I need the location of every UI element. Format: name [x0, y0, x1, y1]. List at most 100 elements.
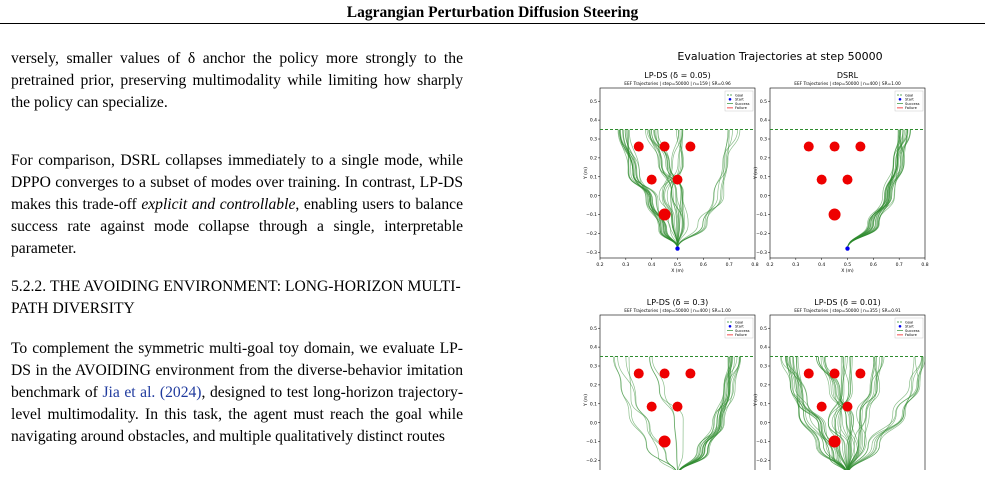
section-heading: 5.2.2. THE AVOIDING ENVIRONMENT: LONG-HO… — [11, 276, 463, 320]
legend-label: Success — [905, 102, 920, 106]
legend-box — [724, 317, 754, 339]
trajectory-line — [847, 356, 875, 476]
section-number: 5.2.2. — [11, 278, 47, 295]
y-tick-label: −0.1 — [586, 439, 597, 445]
obstacle — [803, 141, 814, 152]
paragraph-1: versely, smaller values of δ anchor the … — [11, 50, 463, 111]
legend-box — [724, 90, 754, 112]
y-tick-label: 0.1 — [590, 401, 597, 407]
y-tick-label: 0.3 — [590, 137, 597, 143]
trajectory-line — [670, 129, 683, 249]
trajectory-line — [847, 129, 901, 249]
obstacle — [816, 401, 827, 412]
trajectory-line — [780, 356, 848, 476]
y-axis-label: Y (m) — [583, 167, 589, 180]
obstacle — [658, 435, 671, 448]
y-tick-label: −0.2 — [756, 231, 767, 237]
panel-subtitle: EEF Trajectories | step=50000 | n=400 | … — [794, 81, 901, 87]
obstacle — [685, 141, 696, 152]
y-tick-label: 0.0 — [760, 420, 767, 426]
y-tick-label: 0.0 — [590, 193, 597, 199]
obstacle — [659, 141, 670, 152]
y-tick-label: −0.1 — [586, 212, 597, 218]
legend-label: Start — [905, 98, 914, 102]
legend-box — [894, 317, 924, 339]
legend-label: Goal — [905, 93, 913, 97]
obstacle — [803, 368, 814, 379]
y-tick-label: −0.2 — [586, 458, 597, 464]
panel-subtitle: EEF Trajectories | step=50000 | n=400 | … — [624, 308, 731, 314]
legend-marker — [728, 325, 732, 328]
y-tick-label: 0.3 — [760, 137, 767, 143]
x-tick-label: 0.7 — [896, 262, 903, 268]
y-tick-label: 0.4 — [760, 118, 767, 124]
trajectory-line — [618, 129, 678, 249]
trajectory-line — [657, 129, 685, 249]
obstacle — [829, 368, 840, 379]
x-tick-label: 0.4 — [648, 262, 655, 268]
trajectory-line — [677, 356, 729, 476]
legend-label: Failure — [735, 106, 748, 110]
paragraph-2: For comparison, DSRL collapses immediate… — [11, 150, 463, 260]
paragraph-3-end: , designed to test long-horizon trajecto… — [11, 384, 464, 445]
trajectory-line — [677, 356, 741, 476]
y-tick-label: 0.2 — [760, 382, 767, 388]
legend-label: Goal — [905, 320, 913, 324]
citation-link[interactable]: Jia et al. (2024) — [102, 384, 202, 401]
y-tick-label: 0.4 — [590, 345, 597, 351]
x-tick-label: 0.7 — [726, 262, 733, 268]
trajectory-line — [817, 356, 852, 476]
trajectory-line — [818, 356, 855, 476]
trajectory-line — [649, 356, 684, 476]
trajectory-figure: Evaluation Trajectories at step 50000 LP-… — [580, 40, 980, 482]
legend-label: Start — [905, 325, 914, 329]
section-title: THE AVOIDING ENVIRONMENT: LONG-HORIZON M… — [11, 278, 461, 317]
panel-1: LP-DS (δ = 0.05)EEF Trajectories | step=… — [583, 71, 759, 274]
legend-label: Start — [735, 98, 744, 102]
trajectory-line — [847, 356, 925, 476]
obstacle — [633, 368, 644, 379]
running-header-title: Lagrangian Perturbation Diffusion Steeri… — [346, 4, 639, 21]
trajectory-line — [651, 129, 683, 249]
trajectory-line — [847, 356, 881, 476]
legend-box — [894, 90, 924, 112]
trajectory-line — [677, 356, 732, 476]
trajectory-line — [835, 356, 851, 476]
trajectory-line — [614, 356, 678, 476]
legend-label: Goal — [735, 93, 743, 97]
obstacle — [646, 174, 657, 185]
obstacle — [828, 208, 841, 221]
figure-suptitle: Evaluation Trajectories at step 50000 — [677, 50, 882, 63]
legend-label: Success — [735, 329, 750, 333]
y-tick-label: 0.3 — [590, 364, 597, 370]
trajectory-line — [655, 129, 686, 249]
legend-marker — [898, 98, 902, 101]
trajectory-line — [787, 356, 848, 476]
obstacle — [659, 368, 670, 379]
trajectory-line — [827, 356, 848, 476]
y-tick-label: −0.2 — [586, 231, 597, 237]
obstacle — [658, 208, 671, 221]
x-tick-label: 0.5 — [674, 262, 681, 268]
obstacle — [646, 401, 657, 412]
trajectory-line — [847, 129, 901, 249]
trajectory-line — [624, 129, 678, 249]
x-tick-label: 0.3 — [622, 262, 629, 268]
y-tick-label: 0.2 — [760, 155, 767, 161]
obstacle — [829, 141, 840, 152]
trajectory-line — [847, 129, 908, 249]
obstacle — [842, 174, 853, 185]
y-axis-label: Y (m) — [753, 394, 759, 407]
panel-3: LP-DS (δ = 0.3)EEF Trajectories | step=5… — [583, 298, 756, 482]
y-tick-label: 0.2 — [590, 382, 597, 388]
panel-subtitle: EEF Trajectories | step=50000 | n=159 | … — [624, 81, 731, 87]
y-tick-label: 0.4 — [590, 118, 597, 124]
legend-label: Success — [905, 329, 920, 333]
y-tick-label: −0.3 — [756, 250, 767, 256]
x-axis-label: X (m) — [841, 268, 854, 274]
trajectory-line — [785, 356, 848, 476]
obstacle — [828, 435, 841, 448]
